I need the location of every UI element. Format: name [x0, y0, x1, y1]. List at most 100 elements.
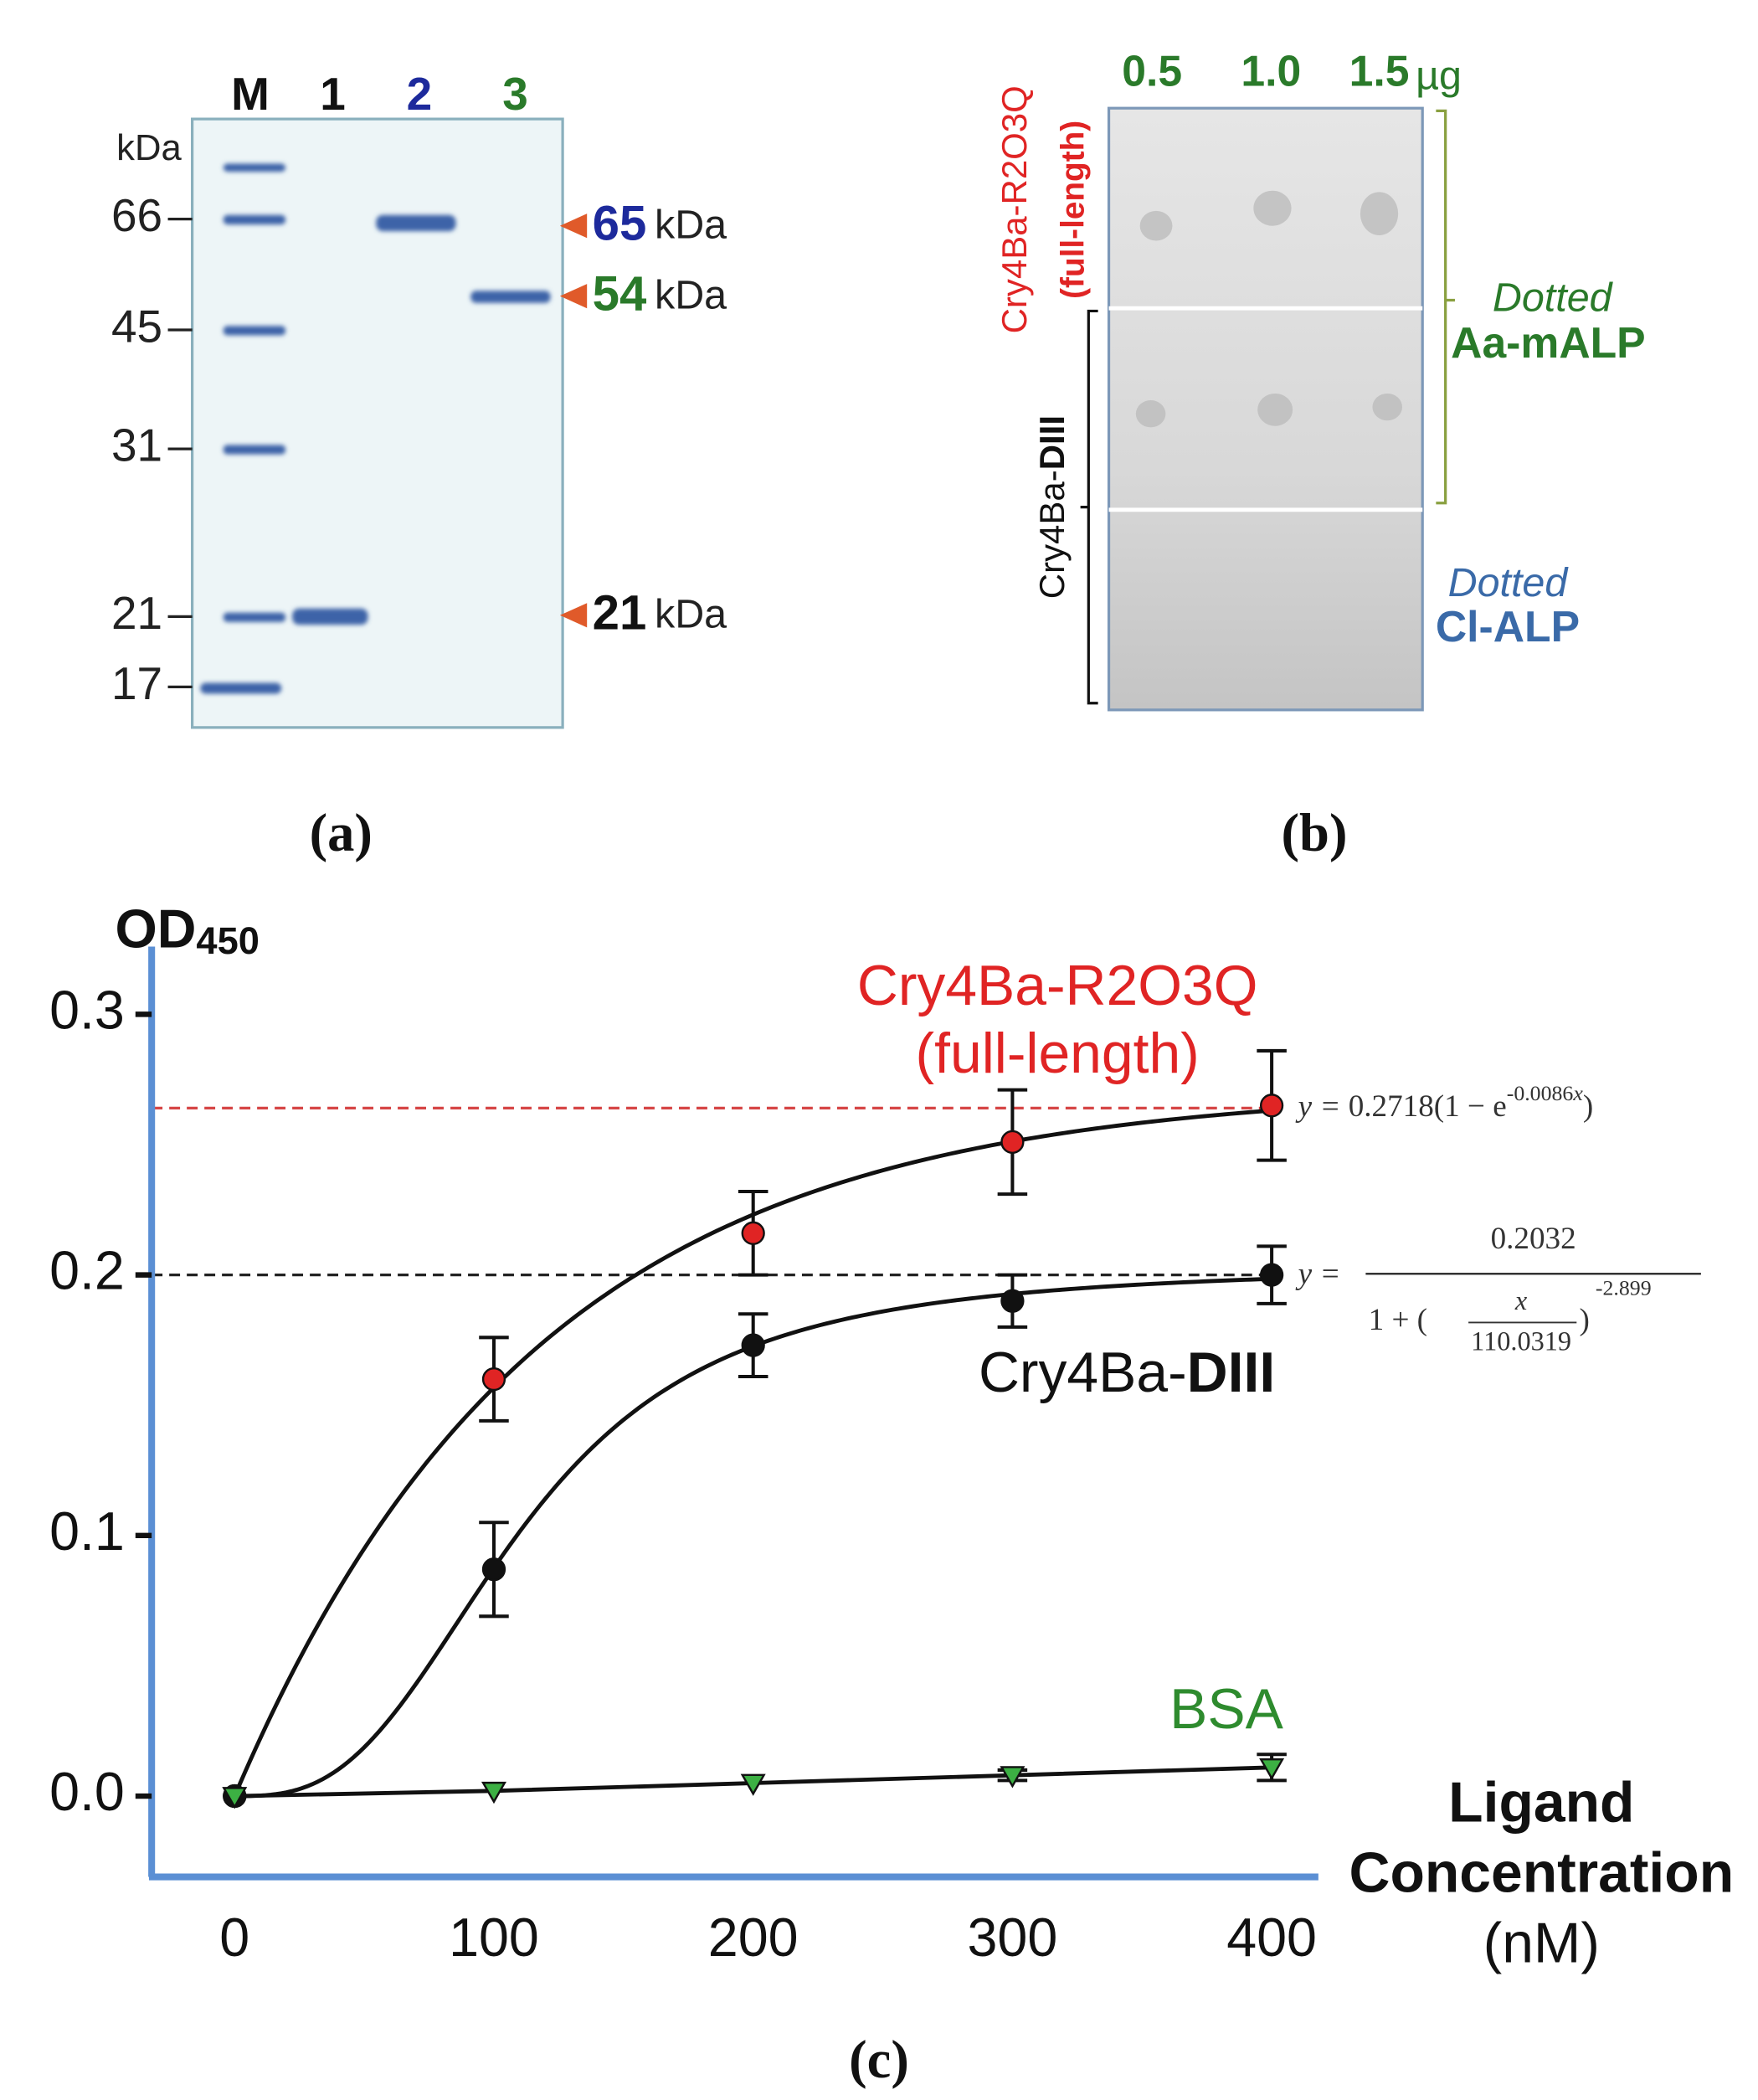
data-point — [481, 1367, 506, 1392]
x-axis-title: Concentration — [1349, 1841, 1735, 1904]
dose-label: 1.0 — [1241, 46, 1301, 95]
marker-label: 21 — [111, 587, 162, 639]
band-unit: kDa — [655, 272, 727, 317]
eq-part: x — [1572, 1081, 1583, 1105]
band-label: 21 kDa — [593, 586, 727, 641]
gel-band — [223, 612, 286, 622]
eq-param: -0.0086 — [1507, 1081, 1574, 1105]
lane-label: 1 — [320, 68, 346, 120]
caption: (a) — [310, 802, 373, 863]
gel-band — [200, 682, 282, 694]
dose-label: 1.5 — [1349, 46, 1410, 95]
row-label-part: DIII — [1032, 415, 1072, 470]
gel-band — [223, 445, 286, 455]
dose-label: 0.5 — [1122, 46, 1182, 95]
eq-part: y = — [1295, 1089, 1349, 1124]
panel-b: 0.5 1.0 1.5 µg Cry4Ba-R2O3Q (full-length… — [995, 46, 1646, 863]
marker-label: 17 — [111, 657, 162, 709]
y-tick-label: 0.1 — [49, 1501, 125, 1562]
arrow — [559, 603, 588, 628]
caption: (b) — [1282, 802, 1348, 863]
bracket — [1080, 309, 1098, 705]
eq-param: 0.2032 — [1491, 1222, 1576, 1256]
band-unit: kDa — [655, 202, 727, 247]
lane-label: M — [231, 68, 270, 120]
bracket — [1436, 109, 1455, 505]
series-label-part: DIII — [1187, 1341, 1276, 1404]
data-point — [1259, 1758, 1285, 1781]
data-point — [741, 1333, 765, 1357]
data-point — [481, 1557, 506, 1582]
eq-part: y = — [1295, 1257, 1341, 1291]
dotted-name: Cl-ALP — [1436, 602, 1580, 651]
row-label: Cry4Ba-R2O3Q — [995, 85, 1034, 333]
x-tick-label: 200 — [708, 1907, 799, 1968]
gel-band — [223, 326, 286, 336]
x-axis-title: Ligand — [1448, 1771, 1634, 1834]
series-label-sub: (full-length) — [916, 1022, 1200, 1085]
series-label-part: Cry4Ba- — [979, 1341, 1187, 1404]
dot — [1253, 190, 1292, 226]
x-tick-label: 300 — [968, 1907, 1058, 1968]
arrow — [559, 214, 588, 239]
data-point — [1259, 1263, 1284, 1287]
dot — [1257, 393, 1293, 426]
dotted-name: Aa-mALP — [1451, 318, 1645, 367]
band-size: 54 — [593, 267, 647, 322]
dot — [1135, 400, 1166, 428]
eq-part: ) — [1583, 1089, 1593, 1124]
dotted-prefix: Dotted — [1493, 275, 1614, 320]
gel — [190, 117, 564, 729]
x-tick-label: 100 — [449, 1907, 539, 1968]
eq-param: 110.0319 — [1471, 1326, 1571, 1356]
dot — [1372, 393, 1402, 421]
gel-band — [223, 214, 286, 225]
eq-part: 1 + ( — [1369, 1303, 1427, 1337]
eq-param: -2.899 — [1596, 1276, 1652, 1300]
series-label: Cry4Ba-DIII — [979, 1341, 1275, 1404]
series-label: Cry4Ba-R2O3Q — [857, 955, 1258, 1017]
eq-part: (1 − e — [1434, 1089, 1507, 1124]
y-axis-title-main: OD — [116, 898, 197, 959]
data-point — [1000, 1130, 1025, 1155]
lane-label: 3 — [502, 68, 528, 120]
band-label: 54 kDa — [593, 267, 727, 322]
arrow — [559, 284, 588, 309]
data-point — [740, 1773, 766, 1796]
fit-equation: y = 0.2718(1 − e-0.0086x) — [1295, 1081, 1594, 1124]
data-point — [1259, 1094, 1284, 1118]
gel-band — [470, 291, 551, 303]
x-axis-unit: (nM) — [1483, 1912, 1600, 1974]
dot — [1139, 210, 1173, 241]
data-point — [1000, 1766, 1026, 1789]
band-size: 21 — [593, 586, 647, 641]
panel-a: M 1 2 3 kDa 66 45 31 21 17 65 kDa 54 kDa 2… — [111, 68, 727, 863]
series-label: BSA — [1169, 1678, 1283, 1741]
y-tick-label: 0.2 — [49, 1241, 125, 1301]
caption: (c) — [849, 2029, 909, 2090]
row-label-sub: (full-length) — [1055, 121, 1091, 299]
gel-band — [292, 608, 368, 625]
dot — [1360, 192, 1399, 235]
y-axis-title-sub: 450 — [196, 919, 259, 962]
gel-band — [376, 214, 456, 232]
dose-unit: µg — [1416, 53, 1462, 98]
y-tick-label: 0.3 — [49, 980, 125, 1040]
lane-label: 2 — [407, 68, 433, 120]
band-size: 65 — [593, 197, 647, 251]
panel-c: OD450 Ligand Concentration (nM) (c) y = … — [49, 898, 1734, 2089]
marker-label: 66 — [111, 189, 162, 241]
unit-label: kDa — [116, 128, 182, 168]
row-label: Cry4Ba-DIII — [1032, 415, 1072, 599]
band-label: 65 kDa — [593, 197, 727, 251]
y-axis-title: OD450 — [116, 898, 260, 962]
row-label-part: Cry4Ba- — [1032, 470, 1072, 599]
data-point — [481, 1781, 506, 1804]
data-point — [741, 1221, 765, 1245]
gel-band — [223, 163, 286, 172]
eq-param: 0.2718 — [1349, 1089, 1434, 1124]
eq-part: ) — [1580, 1303, 1590, 1337]
dotted-prefix: Dotted — [1448, 560, 1570, 605]
y-tick-label: 0.0 — [49, 1762, 125, 1822]
x-tick-label: 400 — [1226, 1907, 1317, 1968]
